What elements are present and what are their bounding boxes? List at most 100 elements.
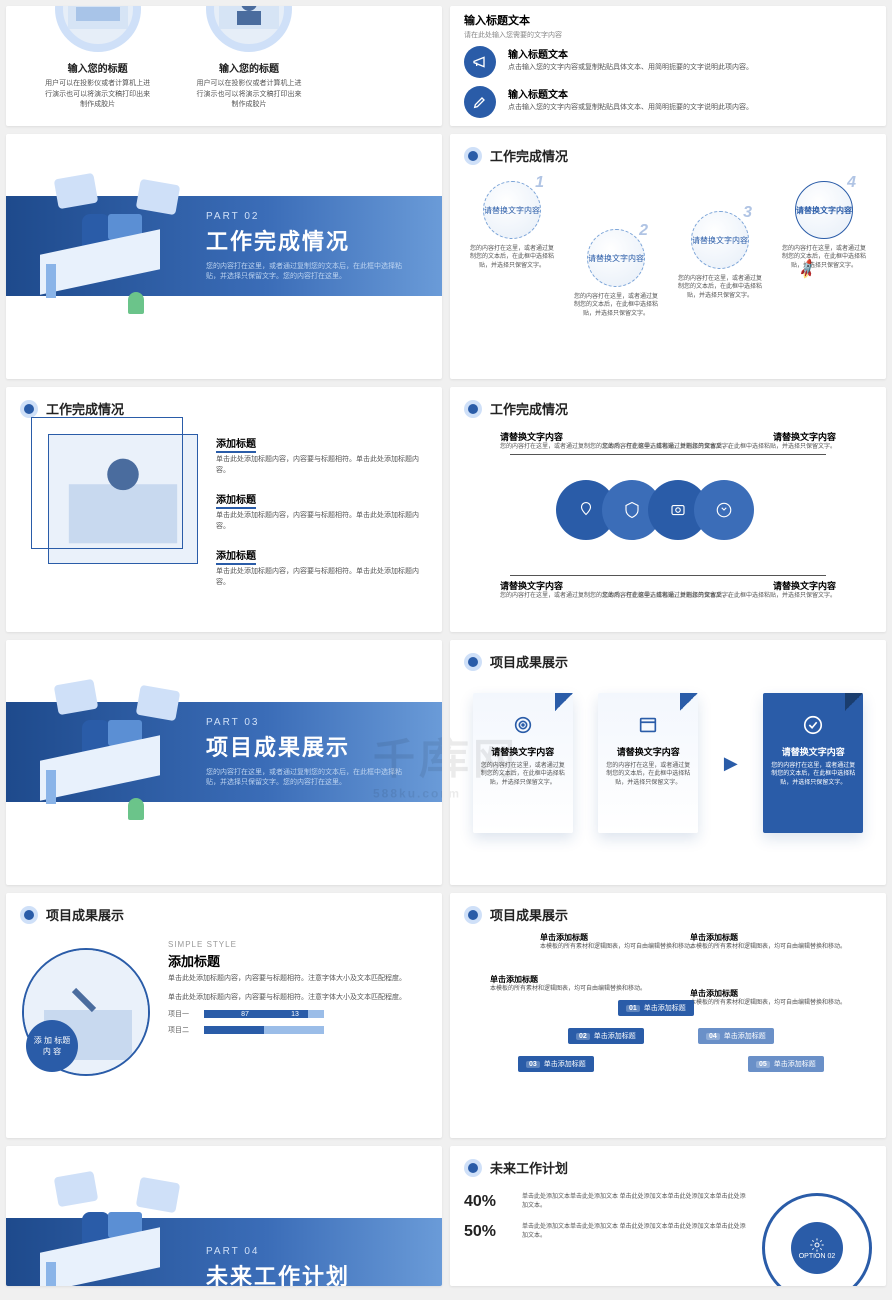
part-label: PART 02 [206, 211, 442, 222]
stair-num: 05 [756, 1061, 770, 1068]
step-label: 请替换文字内容 [796, 205, 852, 216]
slide-grid: 输入您的标题 用户可以在投影仪或者计算机上进行演示也可以将演示文稿打印出来制作成… [6, 6, 886, 1286]
quad-sub: 您的内容打在这里，或者通过复制您的文本后，在此框中选择粘贴，并选择只保留文字。 [602, 443, 836, 451]
step-desc: 您的内容打在这里，或者通过复制您的文本后，在此框中选择粘贴，并选择只保留文字。 [572, 293, 660, 318]
circle-photo [55, 6, 141, 52]
doc-title: 请替换文字内容 [782, 745, 845, 758]
iconrow-desc: 点击输入您的文字内容或复制粘贴具体文本、用简明扼要的文字说明此项内容。 [508, 103, 753, 114]
stair-num: 02 [576, 1033, 590, 1040]
step-1: 请替换文字内容1 您的内容打在这里，或者通过复制您的文本后，在此框中选择粘贴，并… [468, 181, 556, 318]
step-num: 2 [639, 222, 648, 240]
list-item: 添加标题单击此处添加标题内容，内容要与标题相符。单击此处添加标题内容。 [216, 546, 420, 588]
slide-title: 项目成果展示 [490, 652, 568, 671]
stair-text: 单击添加标题 [644, 1003, 686, 1013]
slide-docs: 项目成果展示 请替换文字内容 您的内容打在这里，或者通过复制您的文本后，在此框中… [450, 640, 886, 885]
pct-row: 40%单击此处添加文本单击此处添加文本 单击此处添加文本单击此处添加文本单击此处… [464, 1193, 748, 1211]
slide-pct-gear: 未来工作计划 40%单击此处添加文本单击此处添加文本 单击此处添加文本单击此处添… [450, 1146, 886, 1286]
bar-label: 项目二 [168, 1025, 198, 1035]
photo-placeholder [48, 434, 198, 564]
stair-text: 单击添加标题 [594, 1031, 636, 1041]
gear-diagram: OPTION 02 [762, 1193, 872, 1286]
stair-box: 03 单击添加标题 [518, 1056, 594, 1072]
check-icon [799, 711, 827, 739]
bar-val: 87 [241, 1011, 249, 1018]
step-label: 请替换文字内容 [484, 205, 540, 216]
bar-label: 项目一 [168, 1009, 198, 1019]
pct-number: 50% [464, 1223, 512, 1241]
sp-title: 添加标题 [168, 951, 426, 970]
list-item: 添加标题单击此处添加标题内容，内容要与标题相符。单击此处添加标题内容。 [216, 434, 420, 476]
slide-title: 工作完成情况 [490, 146, 568, 165]
doc-title: 请替换文字内容 [617, 745, 680, 758]
step-4: 请替换文字内容4 您的内容打在这里，或者通过复制您的文本后，在此框中选择粘贴，并… [780, 181, 868, 318]
stair-num: 03 [526, 1061, 540, 1068]
quad-label: 请替换文字内容您的内容打在这里，或者通过复制您的文本后，在此框中选择粘贴，并选择… [602, 579, 836, 600]
slide-title: 工作完成情况 [46, 399, 124, 418]
slide-section-02: PART 02 工作完成情况 您的内容打在这里，或者通过复制您的文本后，在此框中… [6, 134, 442, 379]
slide-circles: 输入您的标题 用户可以在投影仪或者计算机上进行演示也可以将演示文稿打印出来制作成… [6, 6, 442, 126]
isometric-illustration [20, 1150, 200, 1286]
item-desc: 单击此处添加标题内容，内容要与标题相符。单击此处添加标题内容。 [216, 567, 420, 588]
slide-title: 项目成果展示 [490, 905, 568, 924]
stair-sub: 本模板的所有素材和逻辑图表，均可自由编辑替换和移动。 [490, 985, 646, 993]
part-sub: 您的内容打在这里，或者通过复制您的文本后，在此框中选择粘贴，并选择只保留文字。您… [206, 768, 406, 788]
eyebrow: SIMPLE STYLE [168, 940, 426, 949]
arrow-right-icon: ▶ [724, 753, 738, 774]
stair-text: 单击添加标题 [544, 1059, 586, 1069]
step-num: 1 [535, 174, 544, 192]
step-label: 请替换文字内容 [692, 235, 748, 246]
stair-label: 单击添加标题本模板的所有素材和逻辑图表，均可自由编辑替换和移动。 [690, 988, 846, 1007]
iconrow-title: 输入标题文本 [508, 46, 753, 61]
circle-icon [694, 480, 754, 540]
sp-desc: 单击此处添加标题内容，内容要与标题相符。注意字体大小及文本匹配程度。 [168, 993, 426, 1004]
pct-desc: 单击此处添加文本单击此处添加文本 单击此处添加文本单击此处添加文本单击此处添加文… [522, 1193, 748, 1211]
stair-box: 02 单击添加标题 [568, 1028, 644, 1044]
slide-stair: 项目成果展示 单击添加标题本模板的所有素材和逻辑图表，均可自由编辑替换和移动。 … [450, 893, 886, 1138]
stair-sub: 本模板的所有素材和逻辑图表，均可自由编辑替换和移动。 [540, 943, 696, 951]
stair-sub: 本模板的所有素材和逻辑图表，均可自由编辑替换和移动。 [690, 999, 846, 1007]
stair-label: 单击添加标题本模板的所有素材和逻辑图表，均可自由编辑替换和移动。 [540, 932, 696, 951]
stair-num: 04 [706, 1033, 720, 1040]
isometric-illustration [20, 658, 200, 838]
doc-card-active: 请替换文字内容 您的内容打在这里，或者通过复制您的文本后，在此框中选择粘贴，并选… [763, 693, 863, 833]
bar-row: 项目一 8713 [168, 1009, 426, 1019]
circle-title: 输入您的标题 [219, 60, 279, 75]
circle-badge: 添 加 标题 内 容 [26, 1020, 78, 1072]
step-desc: 您的内容打在这里，或者通过复制您的文本后，在此框中选择粘贴，并选择只保留文字。 [780, 245, 868, 270]
target-icon [509, 711, 537, 739]
slide-quad-circles: 工作完成情况 请替换文字内容您的内容打在这里，或者通过复制您的文本后，在此框中选… [450, 387, 886, 632]
stair-text: 单击添加标题 [774, 1059, 816, 1069]
circle-photo [206, 6, 292, 52]
step-2: 请替换文字内容2 您的内容打在这里，或者通过复制您的文本后，在此框中选择粘贴，并… [572, 229, 660, 318]
item-desc: 单击此处添加标题内容，内容要与标题相符。单击此处添加标题内容。 [216, 511, 420, 532]
step-desc: 您的内容打在这里，或者通过复制您的文本后，在此框中选择粘贴，并选择只保留文字。 [676, 275, 764, 300]
stair-num: 01 [626, 1005, 640, 1012]
slide-title: 项目成果展示 [46, 905, 124, 924]
iconrows-sub: 请在此处输入您需要的文字内容 [464, 30, 872, 40]
stair-box: 04 单击添加标题 [698, 1028, 774, 1044]
list-item: 添加标题单击此处添加标题内容，内容要与标题相符。单击此处添加标题内容。 [216, 490, 420, 532]
iconrow-desc: 点击输入您的文字内容或复制粘贴具体文本、用简明扼要的文字说明此项内容。 [508, 63, 753, 74]
isometric-illustration [20, 152, 200, 332]
part-sub: 您的内容打在这里，或者通过复制您的文本后，在此框中选择粘贴，并选择只保留文字。您… [206, 262, 406, 282]
slide-photo-list: 工作完成情况 添加标题单击此处添加标题内容，内容要与标题相符。单击此处添加标题内… [6, 387, 442, 632]
window-icon [634, 711, 662, 739]
step-desc: 您的内容打在这里，或者通过复制您的文本后，在此框中选择粘贴，并选择只保留文字。 [468, 245, 556, 270]
part-title: 工作完成情况 [206, 224, 442, 256]
stair-text: 单击添加标题 [724, 1031, 766, 1041]
bar-row: 项目二 [168, 1025, 426, 1035]
stair-box: 05 单击添加标题 [748, 1056, 824, 1072]
slide-simple-style: 项目成果展示 添 加 标题 内 容 SIMPLE STYLE 添加标题 单击此处… [6, 893, 442, 1138]
item-title: 添加标题 [216, 491, 256, 509]
item-desc: 单击此处添加标题内容，内容要与标题相符。单击此处添加标题内容。 [216, 455, 420, 476]
circle-desc: 用户可以在投影仪或者计算机上进行演示也可以将演示文稿打印出来制作成胶片 [43, 79, 153, 111]
megaphone-icon [464, 46, 496, 78]
iconrow-title: 输入标题文本 [508, 86, 753, 101]
pencil-icon [464, 86, 496, 118]
step-3: 请替换文字内容3 您的内容打在这里，或者通过复制您的文本后，在此框中选择粘贴，并… [676, 211, 764, 318]
doc-card: 请替换文字内容 您的内容打在这里，或者通过复制您的文本后，在此框中选择粘贴，并选… [473, 693, 573, 833]
quad-label: 请替换文字内容您的内容打在这里，或者通过复制您的文本后，在此框中选择粘贴，并选择… [602, 430, 836, 451]
stair-label: 单击添加标题本模板的所有素材和逻辑图表，均可自由编辑替换和移动。 [690, 932, 846, 951]
stair-sub: 本模板的所有素材和逻辑图表，均可自由编辑替换和移动。 [690, 943, 846, 951]
circle-title: 输入您的标题 [68, 60, 128, 75]
